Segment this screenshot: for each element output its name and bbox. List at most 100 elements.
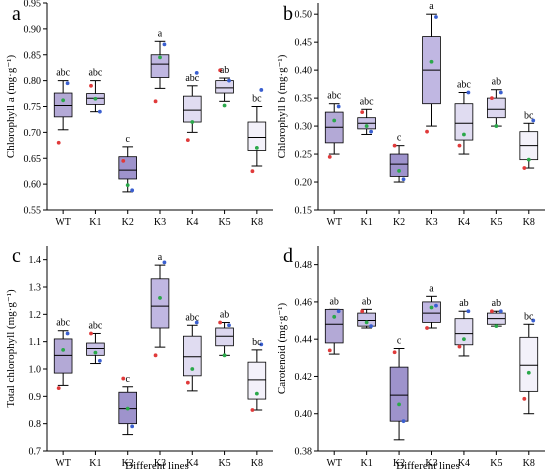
data-point: [429, 59, 434, 64]
box-group-wt: abc: [53, 68, 73, 145]
box-group-k5: ab: [487, 298, 506, 329]
significance-letter: a: [158, 28, 163, 39]
significance-letter: c: [397, 133, 402, 144]
box: [487, 97, 506, 119]
y-tick-label: 0.8: [29, 419, 42, 430]
significance-letter: c: [125, 374, 130, 385]
y-tick-label: 0.85: [24, 50, 42, 61]
x-tick-label: K3: [154, 217, 166, 228]
data-point: [489, 309, 494, 314]
x-tick-label: K3: [425, 217, 437, 228]
data-point: [153, 99, 158, 104]
box: [247, 121, 267, 151]
y-tick-label: 0.42: [295, 372, 313, 383]
y-tick-label: 0.40: [295, 66, 313, 77]
x-axis-title-left: Different lines: [125, 460, 189, 472]
significance-letter: abc: [88, 68, 102, 79]
data-point: [89, 83, 93, 88]
box-group-k1: abc: [357, 96, 376, 135]
x-tick-label: K5: [490, 217, 502, 228]
box: [150, 278, 170, 329]
x-tick-label: K4: [186, 458, 198, 469]
y-tick-label: 0.30: [295, 122, 313, 133]
significance-letter: a: [158, 252, 163, 263]
data-point: [93, 96, 98, 101]
data-point: [121, 376, 126, 381]
data-point: [327, 154, 332, 159]
box-group-k8: bc: [247, 337, 267, 412]
box-group-k8: bc: [247, 88, 267, 174]
box-group-wt: abc: [53, 318, 73, 391]
y-tick-label: 0.48: [295, 260, 313, 271]
data-point: [489, 96, 494, 101]
data-point: [434, 15, 438, 19]
box-group-wt: ab: [324, 296, 344, 355]
box-group-k3: a: [150, 252, 170, 358]
data-point: [121, 158, 126, 163]
box-group-k2: c: [389, 133, 409, 183]
data-point: [526, 157, 531, 162]
box-group-k5: ab: [487, 77, 506, 128]
data-point: [392, 350, 397, 355]
x-tick-label: K8: [523, 458, 535, 469]
data-point: [162, 42, 167, 47]
y-tick-label: 0.70: [24, 128, 42, 139]
x-tick-label: K5: [490, 458, 502, 469]
box: [454, 103, 474, 141]
data-point: [462, 337, 466, 342]
data-point: [56, 140, 61, 145]
box: [118, 156, 137, 180]
significance-letter: a: [429, 283, 434, 294]
significance-letter: a: [429, 1, 434, 12]
data-point: [250, 408, 255, 412]
significance-letter: ab: [492, 77, 501, 88]
box: [357, 312, 376, 327]
data-point: [498, 90, 503, 95]
data-point: [61, 347, 66, 352]
data-point: [336, 104, 341, 109]
y-tick-label: 0.65: [24, 154, 42, 165]
y-tick-label: 0.7: [29, 447, 42, 458]
box: [183, 95, 202, 123]
data-point: [327, 348, 332, 353]
significance-letter: abc: [56, 68, 70, 79]
y-axis-title: Total chlorophyll (mg·g⁻¹): [5, 289, 17, 408]
x-tick-label: WT: [326, 217, 342, 228]
box-group-k1: abc: [86, 320, 105, 365]
data-point: [93, 350, 98, 355]
data-point: [158, 55, 162, 60]
x-tick-label: WT: [326, 458, 342, 469]
data-point: [429, 305, 434, 310]
data-point: [218, 68, 223, 73]
x-tick-label: WT: [55, 458, 71, 469]
box: [183, 335, 202, 377]
data-point: [425, 326, 429, 330]
box-group-k1: abc: [86, 68, 105, 114]
y-axis-title: Chlorophyll a (mg·g⁻¹): [5, 55, 17, 159]
data-point: [466, 90, 471, 95]
data-point: [364, 320, 369, 325]
y-tick-label: 0.35: [295, 94, 313, 105]
y-tick-label: 0.60: [24, 180, 42, 191]
significance-letter: abc: [457, 80, 471, 91]
panel-b: b Chlorophyll b (mg·g⁻¹) 0.15 0.20 0.25 0.30 0…: [276, 1, 545, 228]
data-point: [332, 118, 337, 123]
data-point: [498, 309, 503, 314]
data-point: [194, 320, 199, 325]
x-tick-label: K2: [393, 217, 405, 228]
data-point: [531, 118, 536, 123]
data-point: [462, 132, 466, 137]
y-tick-label: 0.20: [295, 178, 313, 189]
y-tick-label: 0.44: [295, 335, 313, 346]
data-point: [56, 386, 61, 391]
box: [454, 318, 474, 346]
x-tick-label: K5: [218, 458, 230, 469]
box: [86, 342, 105, 356]
data-point: [89, 331, 93, 336]
data-point: [185, 380, 190, 385]
data-point: [153, 353, 158, 358]
x-tick-label: K4: [458, 458, 470, 469]
data-point: [130, 424, 135, 429]
box-group-k2: c: [118, 374, 137, 436]
